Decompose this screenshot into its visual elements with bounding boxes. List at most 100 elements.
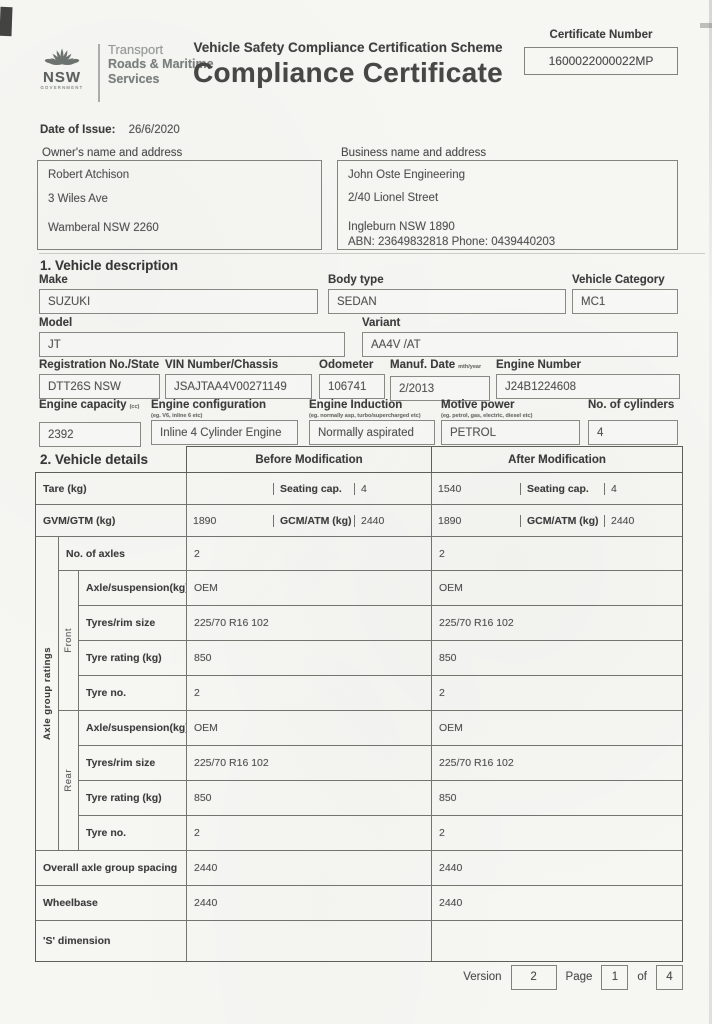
front-tyres-rim-before: 225/70 R16 102 <box>187 606 432 641</box>
axles-before-value: 2 <box>187 537 432 571</box>
front-axle-suspension-before: OEM <box>187 571 432 606</box>
field-engine-configuration-label: Engine configuration (eg. V6, inline 6 et… <box>151 399 298 419</box>
vehicle-details-table: Tare (kg) Seating cap. 4 1540 Seating ca… <box>35 472 683 962</box>
field-engine-configuration-sublabel: (eg. V6, inline 6 etc) <box>151 413 203 419</box>
wheelbase-before: 2440 <box>187 886 432 921</box>
owner-street: 3 Wiles Ave <box>48 193 108 205</box>
field-motive-power-sublabel: (eg. petrol, gas, electric, diesel etc) <box>441 413 533 419</box>
logo-dept-line3: Services <box>108 72 160 86</box>
field-body-type-label: Body type <box>328 274 384 286</box>
field-engine-configuration-label-text: Engine configuration <box>151 399 266 411</box>
owner-name: Robert Atchison <box>48 169 130 181</box>
field-motive-power-label: Motive power (eg. petrol, gas, electric, … <box>441 399 580 419</box>
rear-tyre-rating-after: 850 <box>432 781 682 816</box>
version-label: Version <box>463 971 502 983</box>
certificate-number-label: Certificate Number <box>549 29 653 41</box>
logo-department-text: Transport Roads & Maritime Services <box>108 42 214 87</box>
field-odometer-value: 106741 <box>319 374 385 399</box>
date-of-issue: Date of Issue: 26/6/2020 <box>40 124 180 136</box>
rear-axle-suspension-after: OEM <box>432 711 682 746</box>
gvm-after-value: 1890 <box>438 514 462 527</box>
field-vehicle-category: Vehicle Category MC1 <box>572 274 678 314</box>
front-tyre-rating-before: 850 <box>187 641 432 676</box>
field-engine-induction: Engine Induction (eg. normally asp, turbo… <box>309 399 435 445</box>
document-title: Compliance Certificate <box>192 57 504 88</box>
field-vin-value: JSAJTAA4V00271149 <box>165 374 312 399</box>
field-vin: VIN Number/Chassis JSAJTAA4V00271149 <box>165 359 312 399</box>
seating-cap-label-after: Seating cap. <box>520 482 604 495</box>
section1-title: 1. Vehicle description <box>40 258 179 273</box>
axle-group-ratings-text: Axle group ratings <box>41 647 53 740</box>
rear-tyre-rating-label: Tyre rating (kg) <box>79 781 187 816</box>
rear-tyres-rim-before: 225/70 R16 102 <box>187 746 432 781</box>
rear-axle-suspension-before: OEM <box>187 711 432 746</box>
front-vertical-label: Front <box>59 571 79 711</box>
front-tyre-no-label: Tyre no. <box>79 676 187 711</box>
gcm-label-before: GCM/ATM (kg) <box>273 514 354 527</box>
overall-spacing-before: 2440 <box>187 851 432 886</box>
field-engine-induction-sublabel: (eg. normally asp, turbo/supercharged et… <box>309 413 421 419</box>
rear-vertical-label: Rear <box>59 711 79 851</box>
scan-artifact-top-right <box>700 23 712 28</box>
field-model-label: Model <box>39 317 73 329</box>
page-label: Page <box>565 971 593 983</box>
rear-tyres-rim-after: 225/70 R16 102 <box>432 746 682 781</box>
axles-label: No. of axles <box>59 537 187 571</box>
field-model-value: JT <box>39 332 345 357</box>
field-manuf-date-label: Manuf. Date mth/year <box>390 359 490 374</box>
logo-org-subtext: GOVERNMENT <box>40 85 84 90</box>
field-odometer: Odometer 106741 <box>319 359 385 399</box>
owner-address-box: Robert Atchison 3 Wiles Ave Wamberal NSW… <box>37 160 322 250</box>
logo-org-text: NSW <box>43 69 81 86</box>
field-odometer-label: Odometer <box>319 359 374 371</box>
rear-axle-suspension-label: Axle/suspension(kg) <box>79 711 187 746</box>
owner-section-label: Owner's name and address <box>42 147 183 159</box>
field-registration: Registration No./State DTT26S NSW <box>39 359 160 399</box>
field-cylinders-value: 4 <box>588 420 678 445</box>
tare-label: Tare (kg) <box>36 473 187 505</box>
logo-divider <box>98 44 100 102</box>
logo-mark: NSW GOVERNMENT <box>36 36 88 91</box>
field-make-value: SUZUKI <box>39 289 318 314</box>
field-motive-power-value: PETROL <box>441 420 580 445</box>
field-engine-number-label: Engine Number <box>496 359 581 371</box>
date-of-issue-value: 26/6/2020 <box>128 124 180 136</box>
front-axle-suspension-after: OEM <box>432 571 682 606</box>
field-manuf-date-sublabel: mth/year <box>458 364 482 370</box>
section-divider-line <box>39 253 705 254</box>
scan-edge-shadow <box>709 0 712 1024</box>
field-engine-induction-label: Engine Induction (eg. normally asp, turbo… <box>309 399 435 419</box>
field-variant: Variant AA4V /AT <box>362 317 678 357</box>
logo-dept-line1: Transport <box>108 42 164 57</box>
field-variant-value: AA4V /AT <box>362 332 678 357</box>
field-cylinders: No. of cylinders 4 <box>588 399 678 445</box>
field-vin-label: VIN Number/Chassis <box>165 359 279 371</box>
certificate-number-value: 1600022000022MP <box>524 47 678 75</box>
field-engine-capacity-spacer <box>39 415 141 421</box>
field-engine-capacity-sublabel: (cc) <box>129 404 140 410</box>
front-axle-suspension-label: Axle/suspension(kg) <box>79 571 187 606</box>
front-tyres-rim-after: 225/70 R16 102 <box>432 606 682 641</box>
nsw-government-logo: NSW GOVERNMENT Transport Roads & Maritim… <box>36 36 266 108</box>
field-manuf-date: Manuf. Date mth/year 2/2013 <box>390 359 490 401</box>
logo-dept-line2: Roads & Maritime <box>108 57 214 71</box>
rear-text: Rear <box>63 769 74 792</box>
field-engine-configuration-value: Inline 4 Cylinder Engine <box>151 420 298 445</box>
field-engine-induction-label-text: Engine Induction <box>309 399 403 411</box>
gvm-before-cells: 1890 GCM/ATM (kg) 2440 <box>187 505 432 537</box>
s-dimension-after <box>432 921 682 961</box>
seating-cap-label-before: Seating cap. <box>273 482 354 495</box>
front-tyre-rating-after: 850 <box>432 641 682 676</box>
field-registration-value: DTT26S NSW <box>39 374 160 399</box>
tare-after-cells: 1540 Seating cap. 4 <box>432 473 682 505</box>
total-pages-box: 4 <box>656 964 683 990</box>
business-abn-phone: ABN: 23649832818 Phone: 0439440203 <box>348 236 556 248</box>
gvm-before-value: 1890 <box>193 514 217 527</box>
wheelbase-after: 2440 <box>432 886 682 921</box>
rear-tyres-rim-label: Tyres/rim size <box>79 746 187 781</box>
field-registration-label: Registration No./State <box>39 359 160 371</box>
business-street: 2/40 Lionel Street <box>348 192 439 204</box>
footer-pagination: Version 2 Page 1 of 4 <box>430 964 683 990</box>
front-tyres-rim-label: Tyres/rim size <box>79 606 187 641</box>
